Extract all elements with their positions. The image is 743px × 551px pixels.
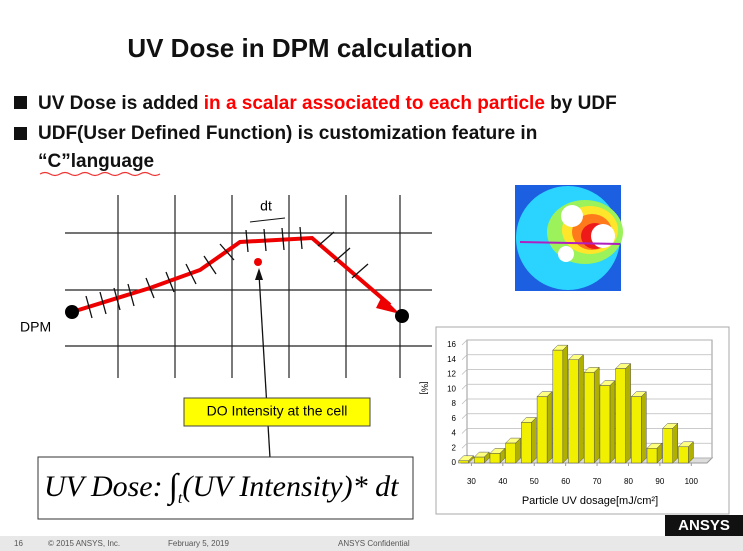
x-axis-label: Particle UV dosage[mJ/cm²] [522,495,658,507]
dt-label: dt [260,198,272,214]
bullet-highlight: in a scalar associated to each particle [204,93,545,114]
bar [599,385,611,464]
footer-copyright: © 2015 ANSYS, Inc. [48,539,120,548]
formula-box [37,456,414,520]
y-axis-label: [%] [420,381,430,394]
simulation-image [515,185,623,291]
footer-bar [0,536,743,551]
dpm-label: DPM [20,319,51,335]
formula-rhs: (UV Intensity)* dt [182,470,399,503]
histogram: 0 2 4 6 8 10 12 14 16 30 40 50 60 70 80 90 100 [%] Particl… [420,339,714,507]
bar [474,456,485,464]
bar-side [546,391,553,464]
bar-side [562,344,569,464]
slide-title: UV Dose in DPM calculation [127,33,472,63]
bullet-square [14,127,27,140]
spell-underline [39,171,161,177]
callout-arrow [258,273,271,459]
y-tick-label: 6 [452,414,457,423]
time-steps [85,226,369,319]
logo-box [665,515,743,536]
x-tick-label: 50 [530,477,539,486]
bar [583,372,595,464]
callout-arrowhead [255,268,263,280]
bar [521,422,532,464]
bar-side [625,362,631,464]
footer-page: 16 [14,539,23,548]
cell-grid [65,195,432,378]
bar [678,446,689,464]
bar-side [609,379,616,464]
formula-integral: ∫ [167,468,181,507]
y-tick-label: 8 [452,399,457,408]
x-tick-label: 70 [593,477,602,486]
start-point [65,305,79,319]
x-tick-label: 80 [624,477,633,486]
end-point [395,309,409,323]
bar [646,448,658,464]
y-tick-label: 14 [447,355,456,364]
bullet: UV Dose is added in a scalar associated … [38,93,617,114]
bar-side [641,391,647,464]
grid-line [461,354,712,360]
callout-text: DO Intensity at the cell [207,403,348,419]
footer-confidential: ANSYS Confidential [338,539,410,548]
bar-side [531,416,537,464]
cell-center [254,258,262,266]
formula-lhs: UV Dose: [44,470,163,503]
particle-path [71,235,392,314]
bar-side [578,354,584,464]
x-tick-label: 90 [655,477,664,486]
formula-subscript: t [178,490,183,507]
bar [568,359,579,464]
bullet-text: by UDF [545,93,617,114]
bullet-line: UDF(User Defined Function) is customizat… [38,123,537,144]
x-tick-label: 30 [467,477,476,486]
x-tick-label: 100 [685,477,699,486]
formula: UV Dose: ∫t(UV Intensity)* dt [44,468,399,507]
y-tick-label: 2 [452,443,457,452]
bullet-text: UV Dose is added [38,93,204,114]
bar [505,442,516,464]
y-tick-label: 10 [447,384,456,393]
bar [552,349,564,464]
bar [489,453,501,464]
bar [662,428,673,464]
bar [536,396,548,464]
x-tick-label: 40 [498,477,507,486]
grid-line [461,339,712,346]
y-tick-label: 0 [452,458,457,467]
path-arrowhead [376,296,400,314]
x-tick-label: 60 [561,477,570,486]
bar-side [672,422,678,464]
y-tick-label: 16 [447,340,456,349]
callout-box [183,397,371,427]
logo: ANSYS [678,517,730,534]
footer-date: February 5, 2019 [168,539,229,548]
y-tick-label: 4 [452,429,457,438]
bullet-square [14,96,27,109]
bar-side [593,366,600,464]
bar [631,396,642,464]
bar [615,368,626,464]
dt-arrow [249,217,286,223]
y-tick-label: 12 [447,370,456,379]
bar [458,460,469,464]
bullet-line: “C”language [38,151,154,172]
